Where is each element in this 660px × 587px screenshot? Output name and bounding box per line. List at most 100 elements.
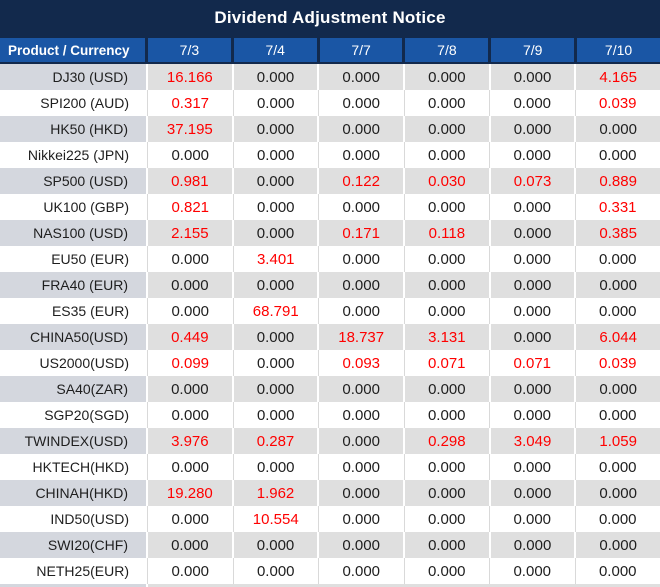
value-cell: 0.000 [490,298,576,324]
value-cell: 0.000 [490,506,576,532]
value-cell: 0.039 [575,350,660,376]
value-cell: 0.331 [575,194,660,220]
table-row: IND50(USD) 0.000 10.554 0.000 0.000 0.000 0.00… [0,506,660,532]
value-cell: 0.000 [319,64,406,90]
value-cell: 0.000 [319,532,406,558]
value-cell: 0.000 [575,142,660,168]
table-header: Product / Currency 7/3 7/4 7/7 7/8 7/9 7/10 [0,36,660,64]
table-row: CHINA50(USD) 0.449 0.000 18.737 3.131 0.000 6.… [0,324,660,350]
table-row: CHINAH(HKD) 19.280 1.962 0.000 0.000 0.000 0.0… [0,480,660,506]
table-row: TWINDEX(USD) 3.976 0.287 0.000 0.298 3.049 1.0… [0,428,660,454]
value-cell: 0.122 [319,168,406,194]
value-cell: 0.000 [404,298,490,324]
value-cell: 0.000 [576,376,660,402]
table-row: SP500 (USD) 0.981 0.000 0.122 0.030 0.073 0.88… [0,168,660,194]
value-cell: 0.000 [233,168,320,194]
value-cell: 0.000 [148,402,234,428]
value-cell: 0.000 [405,64,491,90]
value-cell: 0.317 [148,90,234,116]
value-cell: 19.280 [148,480,234,506]
header-date: 7/4 [234,38,320,62]
value-cell: 0.000 [576,272,660,298]
table-row: HK50 (HKD) 37.195 0.000 0.000 0.000 0.000 0.00… [0,116,660,142]
table-row: NAS100 (USD) 2.155 0.000 0.171 0.118 0.000 0.3… [0,220,660,246]
value-cell: 0.000 [319,194,405,220]
value-cell: 0.000 [404,558,490,584]
header-product-currency: Product / Currency [0,38,148,62]
value-cell: 0.000 [148,454,234,480]
product-cell: IND50(USD) [0,506,148,532]
value-cell: 0.000 [404,454,490,480]
value-cell: 0.000 [233,194,319,220]
header-date: 7/3 [148,38,234,62]
value-cell: 0.000 [575,506,660,532]
product-cell: US2000(USD) [0,350,148,376]
value-cell: 0.000 [490,532,577,558]
value-cell: 0.000 [490,402,576,428]
value-cell: 0.000 [490,246,576,272]
value-cell: 18.737 [319,324,406,350]
value-cell: 1.962 [233,480,320,506]
value-cell: 0.118 [405,220,491,246]
value-cell: 0.000 [490,90,576,116]
value-cell: 0.000 [233,558,319,584]
value-cell: 0.000 [148,246,234,272]
value-cell: 0.000 [575,246,660,272]
value-cell: 0.000 [319,506,405,532]
table-row: SPI200 (AUD) 0.317 0.000 0.000 0.000 0.000 0.0… [0,90,660,116]
value-cell: 4.165 [576,64,660,90]
value-cell: 0.000 [233,350,319,376]
value-cell: 0.889 [576,168,660,194]
value-cell: 1.059 [576,428,660,454]
header-date: 7/9 [491,38,578,62]
value-cell: 0.000 [148,298,234,324]
value-cell: 0.000 [575,402,660,428]
value-cell: 0.073 [490,168,577,194]
header-date: 7/10 [604,42,633,58]
value-cell: 3.131 [405,324,491,350]
value-cell: 0.000 [319,90,405,116]
table-row: EU50 (EUR) 0.000 3.401 0.000 0.000 0.000 0.000 [0,246,660,272]
title-bar: Dividend Adjustment Notice [0,0,660,36]
value-cell: 0.449 [148,324,234,350]
value-cell: 0.000 [233,142,319,168]
value-cell: 0.000 [490,376,577,402]
value-cell: 0.000 [405,480,491,506]
table-row: HKTECH(HKD) 0.000 0.000 0.000 0.000 0.000 0.00… [0,454,660,480]
product-cell: SWI20(CHF) [0,532,148,558]
value-cell: 0.000 [319,558,405,584]
value-cell: 0.071 [404,350,490,376]
value-cell: 0.000 [233,454,319,480]
value-cell: 0.000 [319,428,406,454]
value-cell: 0.385 [576,220,660,246]
product-cell: SGP20(SGD) [0,402,148,428]
value-cell: 0.000 [405,532,491,558]
value-cell: 0.000 [233,116,320,142]
value-cell: 0.000 [405,116,491,142]
product-cell: SP500 (USD) [0,168,148,194]
value-cell: 0.000 [575,298,660,324]
value-cell: 0.000 [233,324,320,350]
partial-next-row-value-area [148,584,660,587]
value-cell: 10.554 [233,506,319,532]
product-cell: CHINAH(HKD) [0,480,148,506]
value-cell: 0.000 [319,298,405,324]
value-cell: 0.000 [233,272,320,298]
value-cell: 0.000 [319,454,405,480]
value-cell: 0.000 [319,142,405,168]
value-cell: 0.000 [148,142,234,168]
value-cell: 16.166 [148,64,234,90]
product-cell: SPI200 (AUD) [0,90,148,116]
product-cell: UK100 (GBP) [0,194,148,220]
value-cell: 0.030 [405,168,491,194]
table-row: SGP20(SGD) 0.000 0.000 0.000 0.000 0.000 0.000 [0,402,660,428]
product-cell: SA40(ZAR) [0,376,148,402]
product-cell: HK50 (HKD) [0,116,148,142]
value-cell: 6.044 [576,324,660,350]
table-row: UK100 (GBP) 0.821 0.000 0.000 0.000 0.000 0.33… [0,194,660,220]
value-cell: 0.000 [404,246,490,272]
value-cell: 0.000 [148,506,234,532]
value-cell: 0.000 [233,90,319,116]
value-cell: 0.039 [575,90,660,116]
